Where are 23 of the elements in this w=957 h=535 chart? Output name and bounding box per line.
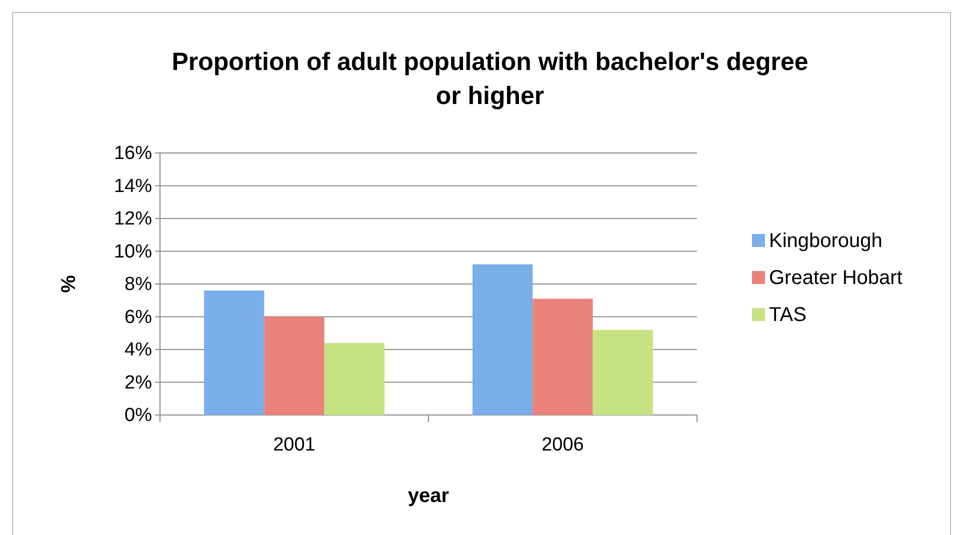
legend-label: TAS [769,304,806,326]
bar [472,264,533,415]
x-tick-label: 2006 [542,434,584,456]
bar [532,298,593,415]
bar [264,316,324,415]
chart-title: Proportion of adult population with bachelor's degree or higher [172,48,808,110]
y-tick-label: 6% [124,306,152,328]
y-tick-label: 14% [114,176,152,197]
x-axis-title: year [408,485,450,507]
bar [324,342,384,415]
legend-label: Greater Hobart [769,267,903,289]
y-axis-title: % [58,274,80,293]
legend-label: Kingborough [769,230,882,252]
y-tick-label: 2% [124,372,152,394]
y-tick-label: 8% [124,274,152,296]
x-tick-label: 2001 [273,434,316,456]
bar [592,330,653,415]
y-tick-label: 10% [114,241,152,262]
y-tick-label: 4% [124,340,152,361]
y-tick-label: 16% [114,143,152,164]
bar [204,290,264,415]
y-tick-label: 12% [114,208,152,230]
y-tick-label: 0% [124,405,152,426]
